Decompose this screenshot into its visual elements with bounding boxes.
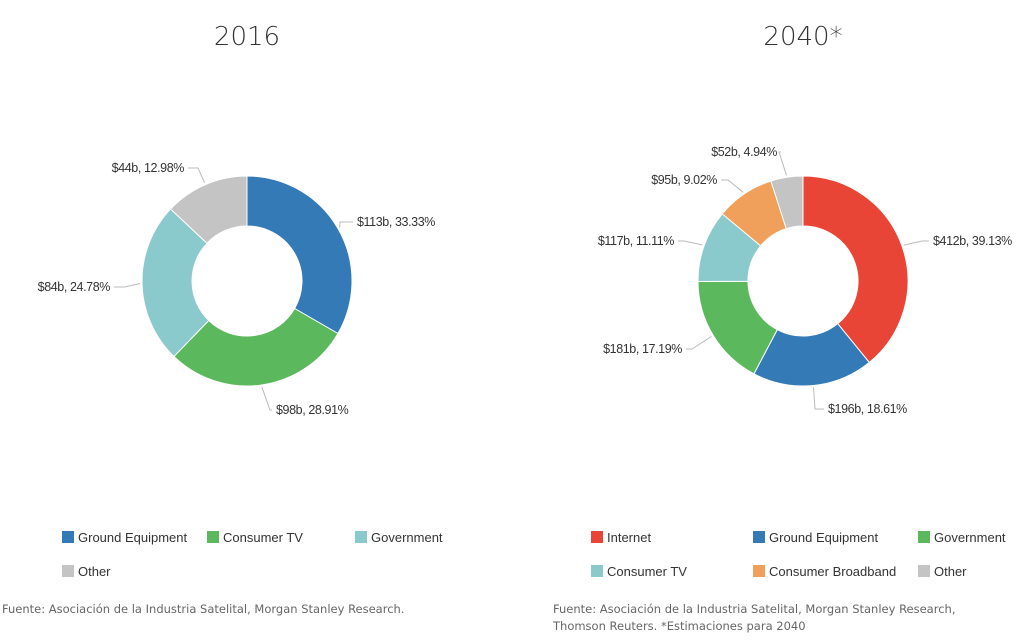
slices-2016: [141, 175, 353, 387]
legend-item-other: Other: [62, 564, 111, 579]
source-line: Fuente: Asociación de la Industria Satel…: [2, 602, 405, 616]
legend-item-consumer-tv: Consumer TV: [207, 530, 303, 545]
legend-item-internet: Internet: [591, 530, 651, 545]
legend-swatch: [753, 531, 765, 543]
legend-swatch: [207, 531, 219, 543]
leader-line-government: [114, 282, 141, 288]
leader-line-other: [188, 167, 206, 183]
legend-label: Consumer TV: [607, 564, 687, 579]
leader-line-other: [778, 151, 787, 176]
legend-2040: Internet Ground Equipment Government Consum…: [591, 530, 1006, 579]
data-label-government: $84b, 24.78%: [38, 280, 111, 294]
legend-swatch: [355, 531, 367, 543]
leader-line-consumer-broadband: [721, 179, 744, 193]
slice-ground-equipment: [246, 175, 353, 335]
data-label-other: $52b, 4.94%: [711, 145, 777, 159]
leader-line-consumer-tv: [261, 386, 272, 411]
legend-swatch: [591, 565, 603, 577]
slice-government: [141, 208, 210, 358]
leader-line-ground-equipment: [813, 387, 824, 410]
leader-line-government: [686, 336, 712, 350]
leader-line-internet: [903, 240, 929, 246]
legend-label: Ground Equipment: [78, 530, 188, 545]
legend-swatch: [753, 565, 765, 577]
legend-label: Other: [78, 564, 111, 579]
chart-title-2016: 2016: [214, 22, 280, 52]
data-label-other: $44b, 12.98%: [112, 161, 185, 175]
legend-swatch: [918, 565, 930, 577]
legend-label: Consumer TV: [223, 530, 303, 545]
slice-other: [169, 175, 248, 245]
legend-swatch: [591, 531, 603, 543]
legend-item-other: Other: [918, 564, 967, 579]
legend-item-consumer-broadband: Consumer Broadband: [753, 564, 896, 579]
slices-2040: [697, 175, 909, 387]
donut-chart-2016: 2016 $113b, 33.33% $98b, 28.91% $84b, 24.7…: [38, 22, 443, 579]
legend-swatch: [62, 531, 74, 543]
leaders-2016: [114, 167, 353, 411]
legend-label: Government: [934, 530, 1006, 545]
legend-2016: Ground Equipment Consumer TV Government Oth…: [62, 530, 443, 579]
source-note-2040: Fuente: Asociación de la Industria Satel…: [553, 601, 1023, 635]
data-label-government: $181b, 17.19%: [603, 342, 682, 356]
legend-swatch: [62, 565, 74, 577]
slice-internet: [802, 175, 909, 364]
legend-label: Other: [934, 564, 967, 579]
leader-line-ground-equipment: [339, 221, 353, 228]
source-line: Thomson Reuters. *Estimaciones para 2040: [553, 619, 806, 633]
legend-label: Consumer Broadband: [769, 564, 896, 579]
leader-line-consumer-tv: [678, 240, 703, 246]
source-note-2016: Fuente: Asociación de la Industria Satel…: [2, 601, 502, 618]
labels-2040: $412b, 39.13% $196b, 18.61% $181b, 17.19% $…: [598, 145, 1013, 416]
legend-label: Internet: [607, 530, 651, 545]
data-label-consumer-tv: $98b, 28.91%: [276, 403, 349, 417]
legend-label: Ground Equipment: [769, 530, 879, 545]
slice-other: [770, 175, 804, 230]
data-label-ground-equipment: $196b, 18.61%: [828, 402, 907, 416]
source-line: Fuente: Asociación de la Industria Satel…: [553, 602, 956, 616]
labels-2016: $113b, 33.33% $98b, 28.91% $84b, 24.78% $44…: [38, 161, 436, 417]
legend-label: Government: [371, 530, 443, 545]
legend-item-ground-equipment: Ground Equipment: [753, 530, 879, 545]
data-label-consumer-broadband: $95b, 9.02%: [651, 173, 717, 187]
chart-title-2040: 2040*: [763, 22, 842, 52]
legend-item-government: Government: [355, 530, 443, 545]
legend-item-consumer-tv: Consumer TV: [591, 564, 687, 579]
legend-swatch: [918, 531, 930, 543]
data-label-ground-equipment: $113b, 33.33%: [357, 215, 435, 229]
data-label-consumer-tv: $117b, 11.11%: [598, 234, 674, 248]
data-label-internet: $412b, 39.13%: [933, 234, 1012, 248]
slice-consumer-tv: [173, 307, 339, 387]
donut-chart-2040: 2040* $412b, 39.13% $196b, 18.61% $181b, 1…: [591, 22, 1013, 579]
leaders-2040: [678, 151, 929, 410]
legend-item-government: Government: [918, 530, 1006, 545]
legend-item-ground-equipment: Ground Equipment: [62, 530, 188, 545]
